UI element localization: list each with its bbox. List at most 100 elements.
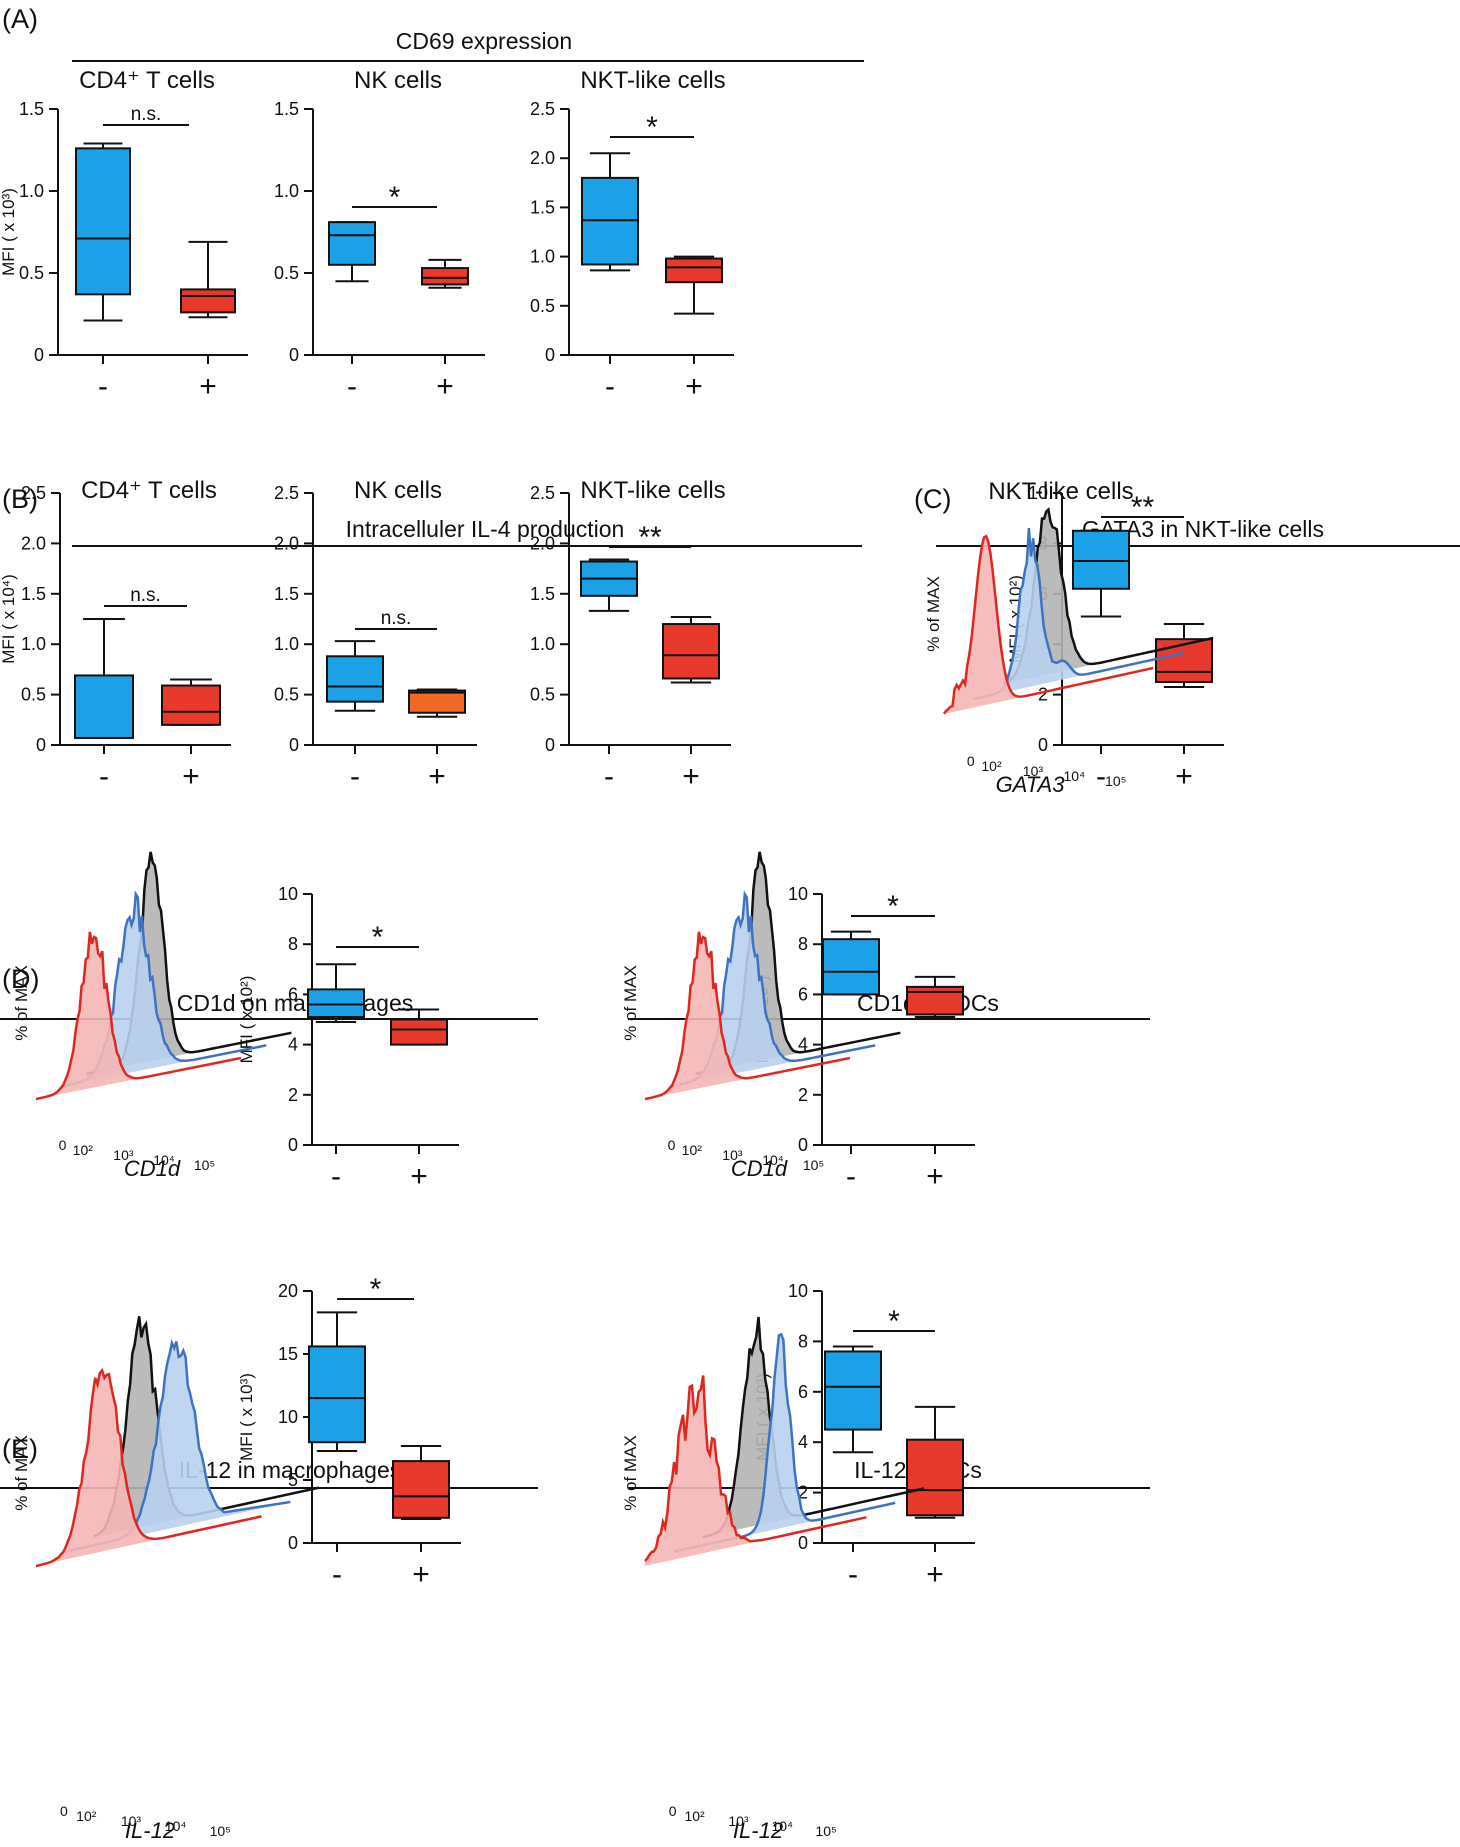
histogram-x-tick-label: 10² [684,1808,705,1824]
box-plus-iqr [392,1460,450,1519]
y-tick-label: 0 [798,1135,808,1155]
category-minus-label: - [332,1558,342,1591]
histogram-x-tick-label: 10⁴ [762,1152,784,1168]
y-tick-label: 1.0 [530,634,555,654]
y-tick-label: 1.5 [530,584,555,604]
histogram-red-fill [645,1375,867,1566]
histogram-blue-fill [974,528,1184,699]
significance-label: * [389,181,401,214]
histogram-x-tick-label: 10³ [722,1147,743,1163]
histogram-x-label: CD1d [124,1156,181,1181]
histogram-x-tick-label: 10³ [1023,763,1044,779]
panel-label-c: (C) [914,484,951,514]
y-tick-label: 4 [798,1432,808,1452]
histogram-black-fill [1004,509,1214,684]
category-plus-label: + [199,370,217,403]
box-plus-iqr [665,257,723,284]
y-tick-label: 8 [798,1331,808,1351]
histogram-x-tick-label: 10³ [121,1813,142,1829]
category-plus-label: + [410,1160,428,1193]
panel-label-a: (A) [2,4,38,34]
y-tick-label: 2 [798,1085,808,1105]
boxplot-b-nkt-like-cells: NKT-like cells 0 0.5 1.0 1.5 2.0 2.5 - + ** [530,477,731,793]
y-tick-label: 10 [278,884,298,904]
category-minus-label: - [350,760,360,793]
significance-label: n.s. [131,104,162,125]
histogram-e-il12-macrophages: 0 10² 10³ 10⁴ 10⁵ IL-12 % of MAX [12,1316,320,1843]
significance-label: ** [638,521,662,554]
histogram-black-fill [702,1317,924,1538]
subplot-title: NK cells [354,67,442,94]
y-axis-label: MFI ( x 10³) [237,1373,256,1461]
y-tick-label: 0 [36,735,46,755]
y-tick-label: 0 [288,1533,298,1553]
y-tick-label: 0.5 [530,296,555,316]
category-minus-label: - [604,760,614,793]
section-title-a: CD69 expression [396,28,572,54]
histogram-x-tick-label: 10⁴ [165,1818,187,1834]
histogram-x-tick-label: 10⁵ [194,1157,215,1173]
box-plus-iqr [408,689,466,714]
histogram-x-tick-label: 10³ [728,1813,749,1829]
category-plus-label: + [685,370,703,403]
histogram-x-tick-label: 10⁵ [1105,773,1126,789]
histogram-x-label: IL-12 [125,1818,175,1843]
category-plus-label: + [412,1558,430,1591]
histogram-x-tick-label: 10³ [113,1147,134,1163]
histogram-x-label: GATA3 [996,772,1066,797]
box-minus-iqr [822,938,880,996]
group-title-e-macrophages: IL-12 in macrophages [179,1457,401,1483]
box-minus-iqr [1072,529,1130,590]
histogram-x-tick-label: 10⁵ [803,1157,824,1173]
box-plus-iqr [906,1438,964,1517]
y-tick-label: 4 [288,1035,298,1055]
histogram-y-label: % of MAX [12,965,31,1041]
subplot-title: NKT-like cells [580,477,725,504]
subplot-title: NK cells [354,477,442,504]
significance-label: * [646,111,658,144]
box-minus-iqr [307,988,365,1018]
y-tick-label: 1.5 [274,584,299,604]
y-tick-label: 0.5 [21,685,46,705]
category-minus-label: - [98,370,108,403]
box-minus-iqr [308,1345,366,1444]
y-tick-label: 1.0 [530,247,555,267]
histogram-x-tick-label: 10² [682,1142,703,1158]
y-tick-label: 10 [1028,483,1048,503]
y-tick-label: 4 [798,1035,808,1055]
category-minus-label: - [331,1160,341,1193]
category-plus-label: + [1175,760,1193,793]
histogram-y-label: % of MAX [12,1435,31,1511]
histogram-red-curve [35,931,242,1101]
boxplot-a-nk-cells: NK cells 0 0.5 1.0 1.5 - + * [274,67,485,403]
histogram-x-tick-label: 10⁵ [815,1823,836,1839]
significance-label: * [370,1273,382,1306]
box-plus-iqr [161,684,221,726]
histogram-c-gata3: NKT-like cells 0 10² 10³ 10⁴ 10⁵ GATA3 % of MAX [924,478,1214,797]
y-tick-label: 1.5 [274,99,299,119]
histogram-blue-fill [64,1341,291,1552]
y-axis-label: MFI ( x 10³) [0,188,18,276]
y-tick-label: 10 [278,1407,298,1427]
boxplot-b-nk-cells: NK cells 0 0.5 1.0 1.5 2.0 2.5 - + n.s. [274,477,477,793]
histogram-blue-fill [673,1334,896,1552]
y-tick-label: 2 [798,1483,808,1503]
histogram-red-fill [36,1370,262,1566]
significance-label: * [887,890,899,923]
histogram-red-curve [35,1367,262,1568]
box-minus-iqr [328,221,376,266]
histogram-x-tick-label: 10⁴ [1064,768,1086,784]
histogram-red-curve [644,931,851,1101]
y-tick-label: 0 [798,1533,808,1553]
y-tick-label: 1.5 [21,584,46,604]
histogram-y-label: % of MAX [924,576,943,652]
box-plus-iqr [1155,638,1213,683]
y-tick-label: 0 [289,345,299,365]
y-tick-label: 0 [545,735,555,755]
box-plus-iqr [390,1018,448,1046]
subplot-title: NKT-like cells [580,67,725,94]
y-tick-label: 6 [798,984,808,1004]
y-tick-label: 10 [788,884,808,904]
